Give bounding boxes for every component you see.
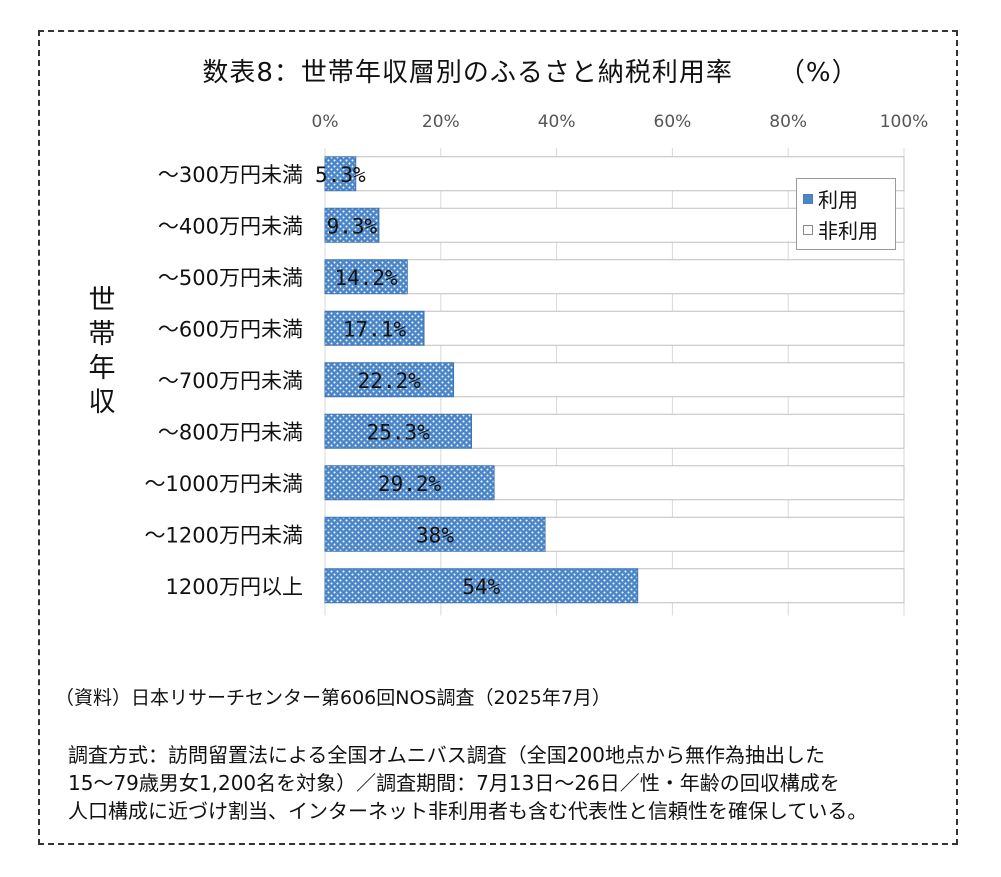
chart-title: 数表8：世帯年収層別のふるさと納税利用率 （%） <box>0 52 1001 89</box>
category-label: ～400万円未満 <box>158 214 303 238</box>
bar-used <box>324 259 408 295</box>
bar-unused <box>544 516 905 552</box>
data-label: 5.3% <box>315 163 366 187</box>
data-label: 9.3% <box>327 214 378 238</box>
legend-item-used: 利用 <box>803 183 889 214</box>
legend-swatch-unused <box>803 224 813 235</box>
category-label: ～600万円未満 <box>158 317 303 341</box>
source-text: （資料）日本リサーチセンター第606回NOS調査（2025年7月） <box>55 687 611 709</box>
y-axis-label: 世 帯 年 収 <box>82 284 122 420</box>
category-label: ～800万円未満 <box>158 420 303 444</box>
x-tick-label: 40% <box>538 112 576 132</box>
data-label: 14.2% <box>334 266 398 290</box>
bar-used <box>324 362 455 398</box>
legend-label-used: 利用 <box>818 188 858 212</box>
y-axis-label-char: 帯 <box>88 319 116 350</box>
data-label: 25.3% <box>367 420 431 444</box>
bar-used <box>324 465 495 501</box>
data-label: 17.1% <box>343 317 407 341</box>
y-axis-label-char: 年 <box>88 353 116 384</box>
bar-unused <box>423 310 905 346</box>
chart-title-unit: （%） <box>778 58 859 88</box>
chart-title-text: 数表8：世帯年収層別のふるさと納税利用率 <box>202 58 733 88</box>
category-label: ～300万円未満 <box>158 163 303 187</box>
category-label: ～700万円未満 <box>158 369 303 393</box>
category-label: ～1000万円未満 <box>145 472 303 496</box>
bar-used <box>324 568 639 604</box>
bar-unused <box>493 465 905 501</box>
survey-note: 調査方式：訪問留置法による全国オムニバス調査（全国200地点から無作為抽出した … <box>68 741 867 825</box>
bar-unused <box>470 413 905 449</box>
x-tick-label: 0% <box>312 112 339 132</box>
x-tick-label: 80% <box>769 112 807 132</box>
y-axis-label-char: 収 <box>88 387 116 418</box>
bar-used <box>324 413 472 449</box>
bar-used <box>324 156 357 192</box>
data-label: 54% <box>462 575 500 599</box>
category-label: ～1200万円未満 <box>145 523 303 547</box>
category-label: ～500万円未満 <box>158 266 303 290</box>
bar-unused <box>637 568 905 604</box>
legend-item-unused: 非利用 <box>803 214 889 245</box>
x-tick-label: 100% <box>880 112 929 132</box>
y-axis-label-char: 世 <box>88 285 116 316</box>
note-line: 調査方式：訪問留置法による全国オムニバス調査（全国200地点から無作為抽出した <box>68 743 825 767</box>
x-tick-label: 20% <box>422 112 460 132</box>
bar-used <box>324 310 425 346</box>
x-tick-label: 60% <box>654 112 692 132</box>
data-label: 22.2% <box>358 369 422 393</box>
note-line: 15～79歳男女1,200名を対象）／調査期間：7月13日～26日／性・年齢の回… <box>68 771 840 795</box>
legend-label-unused: 非利用 <box>818 219 878 243</box>
category-label: 1200万円以上 <box>166 575 303 599</box>
bar-unused <box>453 362 905 398</box>
bar-used <box>324 516 546 552</box>
note-line: 人口構成に近づけ割当、インターネット非利用者も含む代表性と信頼性を確保している。 <box>68 799 868 823</box>
legend: 利用 非利用 <box>796 178 896 250</box>
bar-unused <box>406 259 905 295</box>
bar-used <box>324 207 380 243</box>
chart-frame <box>38 30 958 845</box>
legend-swatch-used <box>803 193 813 204</box>
data-label: 29.2% <box>378 472 442 496</box>
data-label: 38% <box>416 523 454 547</box>
